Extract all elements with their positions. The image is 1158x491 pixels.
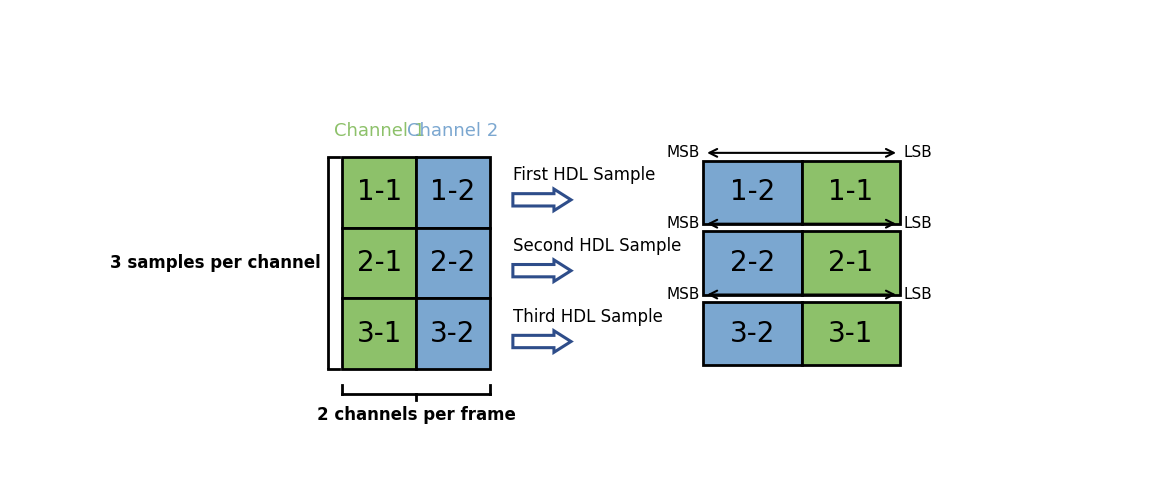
Text: 2 channels per frame: 2 channels per frame bbox=[316, 406, 515, 424]
Text: 2-2: 2-2 bbox=[730, 249, 775, 277]
Text: MSB: MSB bbox=[666, 145, 699, 161]
FancyArrow shape bbox=[513, 331, 571, 352]
Text: 3 samples per channel: 3 samples per channel bbox=[110, 254, 321, 272]
Text: LSB: LSB bbox=[903, 145, 932, 161]
FancyArrow shape bbox=[513, 260, 571, 281]
Bar bbox=[801, 161, 901, 224]
Text: 1-1: 1-1 bbox=[828, 178, 873, 206]
Bar bbox=[416, 227, 490, 299]
Text: 1-1: 1-1 bbox=[357, 178, 402, 206]
Text: Channel 1: Channel 1 bbox=[334, 122, 425, 140]
Bar bbox=[416, 157, 490, 227]
Bar bbox=[343, 227, 416, 299]
Text: LSB: LSB bbox=[903, 216, 932, 231]
Text: 2-1: 2-1 bbox=[357, 249, 402, 277]
Bar bbox=[801, 231, 901, 295]
Text: 3-2: 3-2 bbox=[730, 320, 775, 348]
Text: Third HDL Sample: Third HDL Sample bbox=[513, 308, 662, 326]
Bar bbox=[343, 299, 416, 369]
Text: LSB: LSB bbox=[903, 287, 932, 302]
Text: Second HDL Sample: Second HDL Sample bbox=[513, 237, 681, 255]
Text: 1-2: 1-2 bbox=[730, 178, 775, 206]
Bar bbox=[416, 299, 490, 369]
FancyArrow shape bbox=[513, 189, 571, 211]
Text: First HDL Sample: First HDL Sample bbox=[513, 166, 655, 185]
Text: 3-2: 3-2 bbox=[430, 320, 476, 348]
Text: Channel 2: Channel 2 bbox=[408, 122, 498, 140]
Text: 2-1: 2-1 bbox=[828, 249, 873, 277]
Bar bbox=[343, 157, 416, 227]
Text: 3-1: 3-1 bbox=[828, 320, 873, 348]
Bar bbox=[703, 161, 801, 224]
Bar bbox=[703, 231, 801, 295]
Bar bbox=[801, 302, 901, 365]
Text: 2-2: 2-2 bbox=[430, 249, 476, 277]
Text: MSB: MSB bbox=[666, 216, 699, 231]
Text: 3-1: 3-1 bbox=[357, 320, 402, 348]
Text: 1-2: 1-2 bbox=[430, 178, 476, 206]
Bar bbox=[703, 302, 801, 365]
Text: MSB: MSB bbox=[666, 287, 699, 302]
